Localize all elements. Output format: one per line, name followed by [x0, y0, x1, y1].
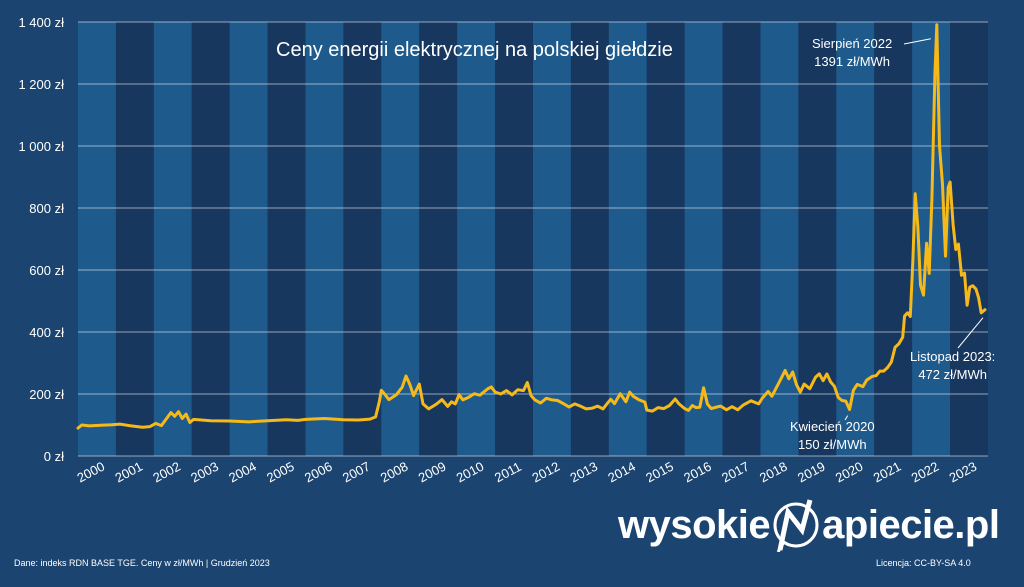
year-band [381, 22, 420, 456]
chart-title: Ceny energii elektrycznej na polskiej gi… [276, 39, 673, 61]
x-tick-label: 2018 [757, 459, 790, 486]
year-band [78, 22, 116, 456]
brand-logo[interactable]: wysokie apiecie.pl [618, 498, 1000, 552]
annotation-low-date: Kwiecień 2020 [790, 419, 875, 434]
logo-text-left: wysokie [618, 503, 771, 547]
annotation-latest: Listopad 2023: 472 zł/MWh [910, 348, 995, 384]
x-tick-label: 2011 [492, 459, 524, 485]
x-tick-label: 2001 [112, 459, 145, 486]
x-tick-label: 2022 [909, 459, 942, 486]
x-tick-label: 2016 [681, 459, 714, 486]
year-band [798, 22, 837, 456]
year-band [115, 22, 154, 456]
x-tick-label: 2005 [264, 459, 297, 486]
year-band [836, 22, 875, 456]
y-axis-ticks: 0 zł 200 zł 400 zł 600 zł 800 zł 1 000 zł 1 20… [18, 15, 64, 464]
x-tick-label: 2010 [454, 459, 487, 486]
price-series-line [76, 23, 987, 430]
annotation-latest-value: 472 zł/MWh [918, 367, 987, 382]
annotation-peak: Sierpień 2022 1391 zł/MWh [812, 35, 892, 71]
x-tick-label: 2000 [75, 459, 108, 486]
annotation-low: Kwiecień 2020 150 zł/MWh [790, 418, 875, 454]
annotation-leader [957, 317, 984, 349]
year-band [343, 22, 382, 456]
year-band [722, 22, 761, 456]
y-tick-label: 200 zł [29, 387, 64, 402]
year-band [419, 22, 458, 456]
y-tick-label: 400 zł [29, 325, 64, 340]
year-band [457, 22, 496, 456]
x-tick-label: 2012 [530, 459, 563, 486]
year-band [950, 22, 988, 456]
y-tick-label: 800 zł [29, 201, 64, 216]
x-tick-label: 2015 [643, 459, 676, 486]
year-band [570, 22, 609, 456]
year-band [874, 22, 913, 456]
x-tick-label: 2002 [150, 459, 183, 486]
x-tick-label: 2008 [378, 459, 411, 486]
year-band [305, 22, 344, 456]
year-band [153, 22, 192, 456]
annotation-low-value: 150 zł/MWh [797, 437, 867, 452]
x-tick-label: 2013 [567, 459, 600, 486]
x-tick-label: 2019 [795, 459, 828, 486]
lightning-n-icon [773, 499, 819, 552]
year-band [684, 22, 723, 456]
x-tick-label: 2017 [719, 459, 752, 486]
year-band [229, 22, 268, 456]
year-band [495, 22, 533, 456]
y-tick-label: 1 000 zł [18, 139, 64, 154]
x-tick-label: 2014 [605, 459, 638, 486]
x-tick-label: 2009 [416, 459, 449, 486]
year-band [760, 22, 799, 456]
year-band [608, 22, 647, 456]
annotation-peak-value: 1391 zł/MWh [814, 54, 891, 69]
y-tick-label: 0 zł [44, 449, 64, 464]
year-band [646, 22, 685, 456]
x-tick-label: 2004 [226, 459, 259, 486]
footer-license: Licencja: CC-BY-SA 4.0 [876, 558, 971, 568]
annotation-leaders [844, 38, 984, 421]
gridlines [78, 21, 988, 457]
y-tick-label: 1 400 zł [18, 15, 64, 30]
annotation-peak-date: Sierpień 2022 [812, 36, 893, 51]
annotation-leader [903, 38, 931, 45]
logo-text-right: apiecie.pl [822, 503, 1000, 547]
x-tick-label: 2006 [302, 459, 335, 486]
year-band [267, 22, 306, 456]
year-bands [78, 22, 988, 456]
footer-source: Dane: indeks RDN BASE TGE. Ceny w zł/MWh… [14, 558, 270, 568]
x-tick-label: 2023 [947, 459, 980, 486]
year-band [191, 22, 230, 456]
year-band [533, 22, 571, 456]
x-tick-label: 2021 [871, 459, 904, 486]
y-tick-label: 600 zł [29, 263, 64, 278]
x-axis-ticks: 2000 2001 2002 2003 2004 2005 2006 2007 2008 2009… [75, 459, 980, 486]
x-tick-label: 2020 [833, 459, 866, 486]
y-tick-label: 1 200 zł [18, 77, 64, 92]
annotation-latest-date: Listopad 2023: [910, 349, 996, 364]
annotation-leader [844, 415, 849, 421]
x-tick-label: 2003 [188, 459, 221, 486]
x-tick-label: 2007 [340, 459, 373, 486]
